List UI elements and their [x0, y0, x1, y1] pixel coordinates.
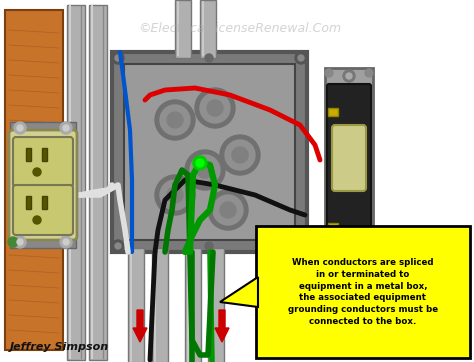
Circle shape — [346, 170, 352, 176]
Circle shape — [325, 69, 333, 77]
Circle shape — [196, 159, 204, 167]
FancyBboxPatch shape — [200, 0, 216, 58]
Circle shape — [17, 239, 23, 245]
Text: Jeffrey Simpson: Jeffrey Simpson — [10, 342, 109, 352]
Polygon shape — [220, 277, 258, 307]
FancyBboxPatch shape — [128, 248, 144, 362]
Circle shape — [167, 187, 183, 203]
Circle shape — [207, 100, 223, 116]
Circle shape — [200, 93, 230, 123]
FancyBboxPatch shape — [327, 84, 371, 262]
FancyBboxPatch shape — [152, 248, 168, 362]
Text: ©ElectricalLicenseRenewal.Com: ©ElectricalLicenseRenewal.Com — [138, 21, 342, 34]
FancyArrow shape — [215, 310, 229, 342]
Circle shape — [346, 267, 352, 273]
Circle shape — [295, 52, 307, 64]
FancyBboxPatch shape — [9, 130, 77, 240]
Circle shape — [155, 100, 195, 140]
Circle shape — [220, 135, 260, 175]
Circle shape — [115, 243, 121, 249]
Circle shape — [8, 237, 18, 247]
Circle shape — [205, 242, 213, 250]
Circle shape — [220, 202, 236, 218]
Circle shape — [232, 147, 248, 163]
Circle shape — [298, 243, 304, 249]
FancyBboxPatch shape — [42, 196, 47, 209]
FancyBboxPatch shape — [10, 122, 76, 134]
Circle shape — [365, 69, 373, 77]
Circle shape — [185, 150, 225, 190]
Circle shape — [193, 156, 207, 170]
Circle shape — [112, 240, 124, 252]
FancyBboxPatch shape — [89, 5, 107, 360]
FancyBboxPatch shape — [328, 108, 338, 116]
Circle shape — [343, 167, 355, 179]
FancyBboxPatch shape — [256, 226, 470, 358]
FancyBboxPatch shape — [5, 10, 63, 350]
Circle shape — [33, 216, 41, 224]
Circle shape — [14, 122, 26, 134]
Circle shape — [343, 264, 355, 276]
Circle shape — [225, 140, 255, 170]
FancyBboxPatch shape — [10, 236, 76, 248]
FancyBboxPatch shape — [175, 0, 191, 58]
Circle shape — [33, 168, 41, 176]
Circle shape — [213, 195, 243, 225]
Circle shape — [365, 248, 375, 258]
FancyBboxPatch shape — [325, 68, 373, 278]
Circle shape — [63, 239, 69, 245]
Circle shape — [195, 88, 235, 128]
FancyBboxPatch shape — [124, 64, 295, 240]
FancyBboxPatch shape — [42, 148, 47, 161]
Circle shape — [365, 269, 373, 277]
FancyBboxPatch shape — [13, 137, 73, 187]
Circle shape — [208, 190, 248, 230]
Circle shape — [343, 70, 355, 82]
FancyBboxPatch shape — [112, 52, 307, 252]
Circle shape — [298, 55, 304, 61]
Circle shape — [160, 180, 190, 210]
Circle shape — [17, 125, 23, 131]
Text: When conductors are spliced
in or terminated to
equipment in a metal box,
the as: When conductors are spliced in or termin… — [288, 258, 438, 326]
FancyBboxPatch shape — [67, 5, 85, 360]
FancyBboxPatch shape — [26, 148, 31, 161]
Circle shape — [14, 236, 26, 248]
Circle shape — [115, 55, 121, 61]
FancyBboxPatch shape — [13, 185, 73, 235]
Circle shape — [112, 52, 124, 64]
Circle shape — [325, 269, 333, 277]
Circle shape — [295, 240, 307, 252]
Circle shape — [190, 155, 220, 185]
FancyArrow shape — [133, 310, 147, 342]
FancyBboxPatch shape — [208, 248, 224, 362]
Circle shape — [197, 162, 213, 178]
Circle shape — [60, 236, 72, 248]
Circle shape — [60, 122, 72, 134]
FancyBboxPatch shape — [26, 196, 31, 209]
Circle shape — [160, 105, 190, 135]
FancyBboxPatch shape — [185, 248, 201, 362]
Circle shape — [63, 125, 69, 131]
Circle shape — [167, 112, 183, 128]
Circle shape — [346, 73, 352, 79]
FancyBboxPatch shape — [328, 223, 338, 231]
Circle shape — [155, 175, 195, 215]
FancyBboxPatch shape — [332, 125, 366, 191]
Circle shape — [205, 54, 213, 62]
